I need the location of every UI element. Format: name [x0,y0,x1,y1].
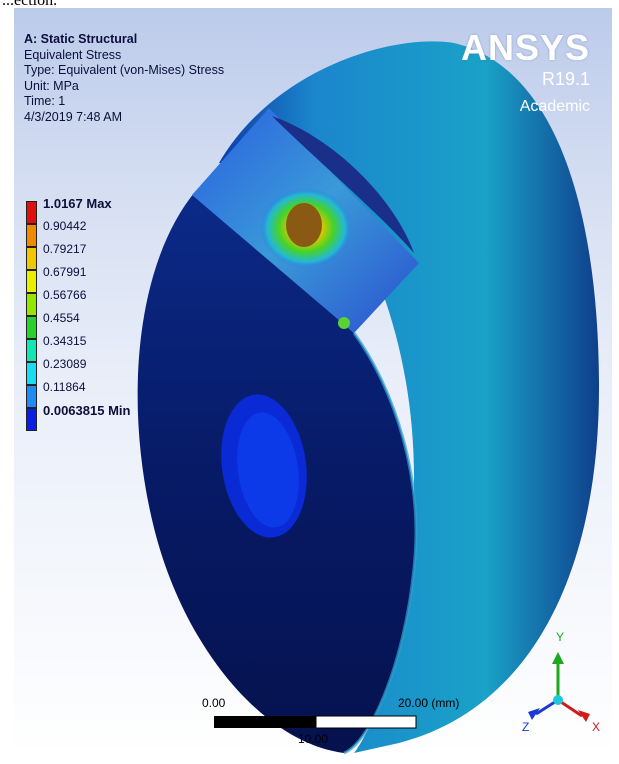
z-axis-label: Z [522,720,530,734]
legend-label: 0.23089 [43,357,87,371]
legend-swatch [26,385,37,408]
x-axis-label: X [592,720,601,734]
center-bore-inner [237,412,299,528]
page-text-fragment: ...ection. [2,0,58,9]
coordinate-triad[interactable] [518,628,608,738]
legend-label-max: 1.0167 Max [43,196,112,211]
analysis-title: A: Static Structural [24,32,138,46]
result-name: Equivalent Stress [24,47,122,62]
z-axis-arrow [528,708,540,720]
notch-slot [272,116,414,253]
legend-label: 0.34315 [43,334,87,348]
legend-label: 0.56766 [43,288,87,302]
legend-label-min: 0.0063815 Min [43,403,131,418]
x-axis-arrow [578,710,590,722]
rim-surface [219,41,599,754]
legend-label: 0.79217 [43,242,87,256]
stress-contour-model[interactable] [14,8,612,756]
brand-version: R19.1 [541,69,590,89]
legend-swatch [26,293,37,316]
ansys-logo: ANSYS R19.1 Academic [461,30,590,118]
result-unit: Unit: MPa [24,78,79,93]
graphics-viewport[interactable]: A: Static Structural Equivalent Stress T… [14,8,612,756]
legend-swatch [26,362,37,385]
result-info: A: Static Structural Equivalent Stress T… [24,32,224,125]
result-date: 4/3/2019 7:48 AM [24,109,122,124]
legend-label: 0.11864 [43,380,86,394]
y-axis-arrow [552,652,564,664]
legend-swatch [26,316,37,339]
legend-swatch [26,224,37,247]
legend-label: 0.67991 [43,265,87,279]
scale-label-left: 0.00 [202,696,226,710]
legend-swatch [26,247,37,270]
legend-swatch [26,408,37,431]
legend-swatch [26,201,37,224]
scale-label-mid: 10.00 [298,732,329,746]
y-axis-label: Y [556,630,565,644]
pin-hole [286,203,322,247]
legend-label: 0.4554 [43,311,80,325]
legend-swatch [26,339,37,362]
triad-origin [553,695,563,705]
brand-edition: Academic [519,98,590,115]
result-time: Time: 1 [24,94,66,108]
brand-name: ANSYS [460,27,590,68]
result-type: Type: Equivalent (von-Mises) Stress [24,63,225,77]
legend-label: 0.90442 [43,219,87,233]
scale-label-right: 20.00 (mm) [398,696,460,710]
corner-hotspot [338,317,350,329]
legend-swatch [26,270,37,293]
